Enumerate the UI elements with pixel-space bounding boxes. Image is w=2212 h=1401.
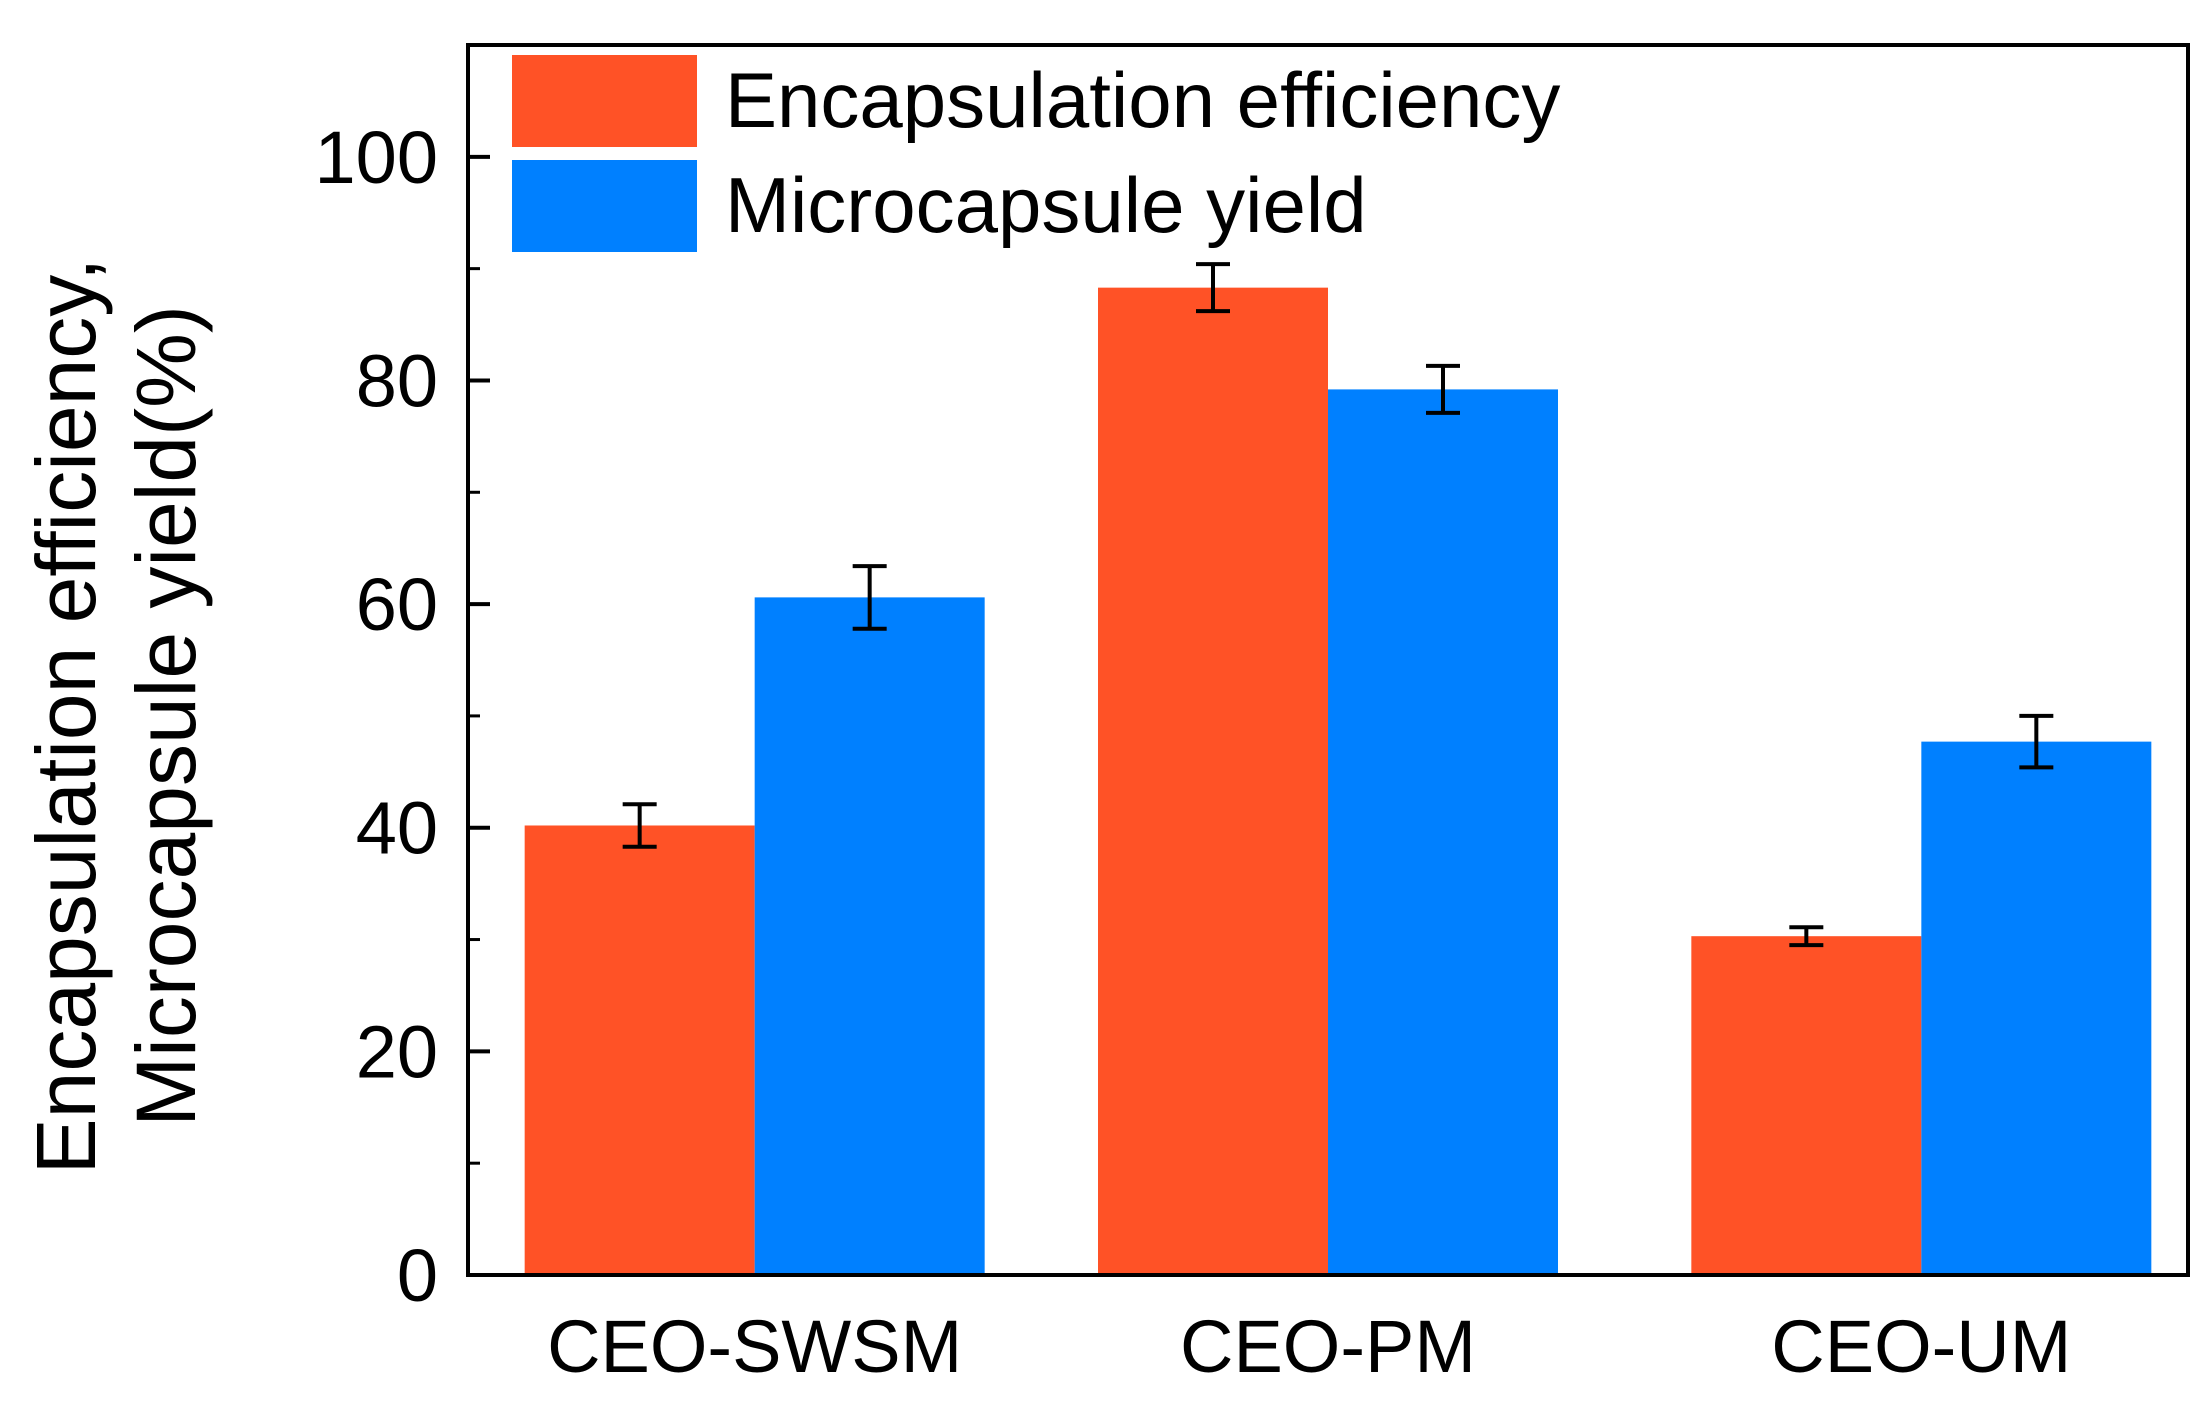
legend-swatch-microcapsule-yield xyxy=(512,160,697,252)
bar-microcapsule-yield-ceo-swsm xyxy=(754,597,985,1275)
error-bar-encapsulation-efficiency-ceo-um xyxy=(1789,925,1824,948)
y-tick-label: 40 xyxy=(356,787,438,870)
legend-label-microcapsule-yield: Microcapsule yield xyxy=(725,161,1367,249)
y-axis-title-line-1: Encapsulation efficiency, xyxy=(19,258,113,1175)
y-axis-title: Encapsulation efficiency, Microcapsule y… xyxy=(19,258,213,1175)
bar-encapsulation-efficiency-ceo-pm xyxy=(1098,287,1328,1275)
bars-layer xyxy=(524,287,2152,1275)
bar-microcapsule-yield-ceo-um xyxy=(1921,741,2152,1275)
y-tick-label: 100 xyxy=(315,116,438,199)
y-axis-title-line-2: Microcapsule yield(%) xyxy=(119,305,213,1127)
y-tick-label: 80 xyxy=(356,339,438,422)
x-tick-label-ceo-swsm: CEO-SWSM xyxy=(547,1305,962,1388)
legend-swatch-encapsulation-efficiency xyxy=(512,55,697,147)
legend: Encapsulation efficiency Microcapsule yie… xyxy=(512,55,1560,252)
legend-label-encapsulation-efficiency: Encapsulation efficiency xyxy=(725,56,1560,144)
plot-frame xyxy=(466,43,2190,1277)
bar-microcapsule-yield-ceo-pm xyxy=(1328,389,1558,1275)
bar-encapsulation-efficiency-ceo-um xyxy=(1691,936,1922,1275)
x-axis-labels: CEO-SWSM CEO-PM CEO-UM xyxy=(547,1305,2071,1388)
x-tick-label-ceo-um: CEO-UM xyxy=(1771,1305,2071,1388)
x-tick-label-ceo-pm: CEO-PM xyxy=(1180,1305,1476,1388)
error-bar-encapsulation-efficiency-ceo-pm xyxy=(1196,262,1230,314)
error-bar-microcapsule-yield-ceo-um xyxy=(2019,713,2054,770)
bar-encapsulation-efficiency-ceo-swsm xyxy=(524,825,755,1275)
y-tick-label: 60 xyxy=(356,563,438,646)
y-tick-label: 0 xyxy=(397,1234,438,1317)
error-bar-microcapsule-yield-ceo-pm xyxy=(1426,363,1460,415)
error-bars-layer xyxy=(622,262,2054,948)
error-bar-encapsulation-efficiency-ceo-swsm xyxy=(622,802,657,849)
y-tick-label: 20 xyxy=(356,1010,438,1093)
error-bar-microcapsule-yield-ceo-swsm xyxy=(852,564,887,631)
y-axis-ticks: 0 20 40 60 80 100 xyxy=(315,116,490,1317)
